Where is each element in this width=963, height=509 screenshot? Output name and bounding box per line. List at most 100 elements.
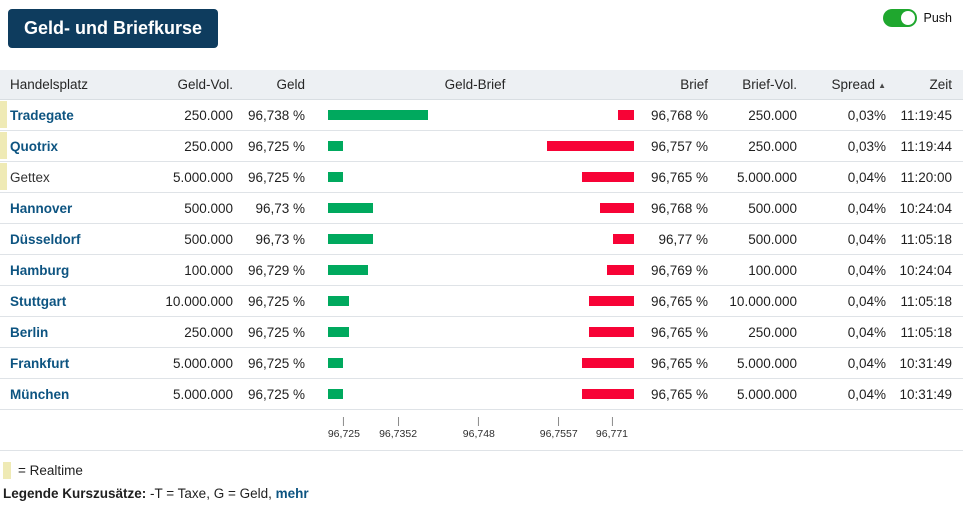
mehr-link[interactable]: mehr [275,486,309,501]
handelsplatz-link[interactable]: Hannover [10,200,73,216]
brief-value: 96,77 % [658,231,708,247]
geld-vol-value: 5.000.000 [172,386,233,402]
brief-value: 96,765 % [650,324,708,340]
push-control: Push [882,9,953,27]
handelsplatz-link[interactable]: Tradegate [10,107,74,123]
col-geld-vol[interactable]: Geld-Vol. [177,77,233,92]
axis-tick: 96,748 [463,417,495,440]
push-label: Push [923,11,953,25]
spread-value: 0,04% [847,293,886,309]
spread-bar-track [328,202,634,214]
realtime-marker-icon [0,163,7,190]
brief-value: 96,769 % [650,262,708,278]
spread-value: 0,03% [847,107,886,123]
geld-bar [328,358,343,368]
push-toggle[interactable] [882,9,917,27]
handelsplatz-cell: Tradegate [0,100,150,130]
spread-bar-track [328,295,634,307]
geld-bar [328,296,349,306]
col-geld[interactable]: Geld [276,77,305,92]
geld-vol-value: 250.000 [184,324,233,340]
table-row: Stuttgart 10.000.000 96,725 % 96,765 % 1… [0,286,963,317]
geld-bar [328,389,343,399]
brief-vol-value: 500.000 [748,200,797,216]
handelsplatz-link[interactable]: Berlin [10,324,49,340]
geld-brief-bars [305,317,645,347]
handelsplatz-link[interactable]: Frankfurt [10,355,70,371]
brief-vol-value: 10.000.000 [729,293,797,309]
geld-bar [328,172,343,182]
sort-asc-icon: ▲ [878,81,886,90]
spread-value: 0,04% [847,355,886,371]
geld-brief-bars [305,131,645,161]
brief-bar [589,327,634,337]
zeit-value: 10:24:04 [899,262,952,278]
brief-value: 96,757 % [650,138,708,154]
geld-value: 96,73 % [255,231,305,247]
table-row: Hannover 500.000 96,73 % 96,768 % 500.00… [0,193,963,224]
geld-brief-bars [305,224,645,254]
geld-bar [328,203,373,213]
brief-bar [582,358,634,368]
table-row: Berlin 250.000 96,725 % 96,765 % 250.000… [0,317,963,348]
col-zeit[interactable]: Zeit [929,77,952,92]
col-brief[interactable]: Brief [680,77,708,92]
brief-vol-value: 5.000.000 [736,169,797,185]
handelsplatz-link[interactable]: Hamburg [10,262,70,278]
axis-tick: 96,7352 [379,417,417,440]
col-brief-vol[interactable]: Brief-Vol. [742,77,797,92]
spread-bar-track [328,357,634,369]
handelsplatz-cell: Hamburg [0,255,150,285]
handelsplatz-link[interactable]: Quotrix [10,138,59,154]
realtime-legend-label: = Realtime [18,462,83,478]
geld-brief-bars [305,162,645,192]
col-geld-brief[interactable]: Geld-Brief [444,77,506,92]
axis-track: 96,725 96,7352 96,748 96,7557 96,771 [328,410,634,450]
axis-tick: 96,725 [328,417,360,440]
brief-bar [582,172,634,182]
zeit-value: 11:19:44 [900,138,952,154]
brief-bar [600,203,634,213]
brief-bar [618,110,634,120]
handelsplatz-link[interactable]: Düsseldorf [10,231,81,247]
realtime-legend: = Realtime [3,461,963,479]
geld-value: 96,725 % [247,386,305,402]
table-body: Tradegate 250.000 96,738 % 96,768 % 250.… [0,100,963,410]
geld-value: 96,738 % [247,107,305,123]
spread-bar-track [328,140,634,152]
col-spread-label: Spread [831,77,876,92]
geld-vol-value: 250.000 [184,107,233,123]
handelsplatz-link[interactable]: Gettex [10,169,50,185]
zeit-value: 10:31:49 [899,386,952,402]
geld-brief-bars [305,193,645,223]
geld-value: 96,725 % [247,169,305,185]
brief-vol-value: 250.000 [748,107,797,123]
page-title: Geld- und Briefkurse [8,9,219,48]
realtime-marker-icon [0,101,7,128]
handelsplatz-link[interactable]: München [10,386,70,402]
col-handelsplatz[interactable]: Handelsplatz [10,77,89,92]
geld-vol-value: 5.000.000 [172,355,233,371]
handelsplatz-cell: Frankfurt [0,348,150,378]
brief-vol-value: 5.000.000 [736,386,797,402]
brief-value: 96,765 % [650,169,708,185]
table-row: Hamburg 100.000 96,729 % 96,769 % 100.00… [0,255,963,286]
table-row: Frankfurt 5.000.000 96,725 % 96,765 % 5.… [0,348,963,379]
handelsplatz-cell: Gettex [0,162,150,192]
geld-value: 96,73 % [255,200,305,216]
col-spread[interactable]: Spread ▲ [797,77,886,92]
brief-value: 96,765 % [650,386,708,402]
handelsplatz-cell: Hannover [0,193,150,223]
spread-bar-track [328,233,634,245]
spread-value: 0,04% [847,231,886,247]
geld-vol-value: 10.000.000 [165,293,233,309]
geld-value: 96,725 % [247,138,305,154]
geld-brief-bars [305,100,645,130]
handelsplatz-cell: Quotrix [0,131,150,161]
geld-bar [328,234,373,244]
geld-value: 96,725 % [247,293,305,309]
handelsplatz-link[interactable]: Stuttgart [10,293,67,309]
geld-vol-value: 500.000 [184,231,233,247]
geld-brief-bars [305,255,645,285]
handelsplatz-cell: München [0,379,150,409]
